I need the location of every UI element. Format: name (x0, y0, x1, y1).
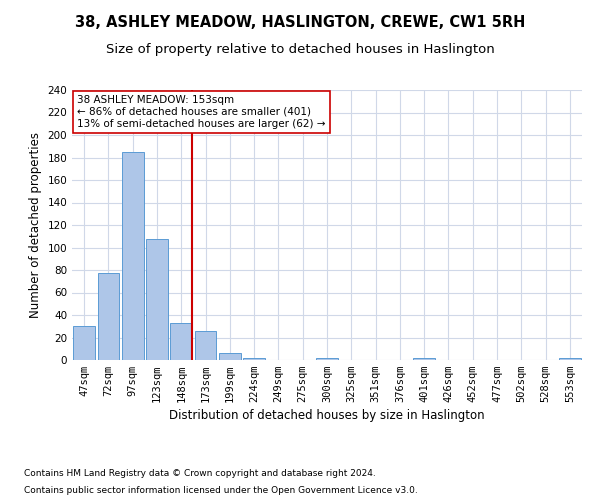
X-axis label: Distribution of detached houses by size in Haslington: Distribution of detached houses by size … (169, 410, 485, 422)
Bar (219, 353, 241, 360)
Bar (194, 331, 217, 360)
Text: Contains HM Land Registry data © Crown copyright and database right 2024.: Contains HM Land Registry data © Crown c… (24, 468, 376, 477)
Text: 38 ASHLEY MEADOW: 153sqm
← 86% of detached houses are smaller (401)
13% of semi-: 38 ASHLEY MEADOW: 153sqm ← 86% of detach… (77, 96, 326, 128)
Bar (413, 358, 435, 360)
Bar (97, 274, 119, 360)
Bar (243, 358, 265, 360)
Bar (122, 152, 143, 360)
Y-axis label: Number of detached properties: Number of detached properties (29, 132, 42, 318)
Bar (146, 238, 168, 360)
Bar (316, 358, 338, 360)
Bar (559, 358, 581, 360)
Text: Size of property relative to detached houses in Haslington: Size of property relative to detached ho… (106, 42, 494, 56)
Bar (170, 323, 192, 360)
Text: Contains public sector information licensed under the Open Government Licence v3: Contains public sector information licen… (24, 486, 418, 495)
Bar (73, 326, 95, 360)
Text: 38, ASHLEY MEADOW, HASLINGTON, CREWE, CW1 5RH: 38, ASHLEY MEADOW, HASLINGTON, CREWE, CW… (75, 15, 525, 30)
